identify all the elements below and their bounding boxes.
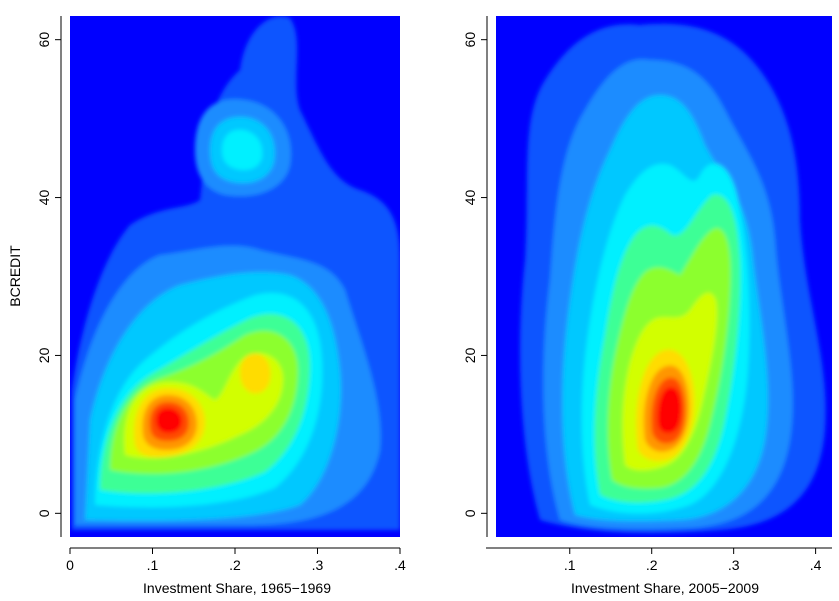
right-x-tick-label: .3 <box>728 557 740 573</box>
right-density-contours <box>520 23 826 533</box>
left-contour-level-8b <box>240 353 271 394</box>
left-y-tick-label: 0 <box>36 509 52 517</box>
left-x-ticks: 0 .1 .2 .3 .4 <box>66 548 406 573</box>
left-y-ticks: 0 20 40 60 <box>36 32 61 517</box>
right-y-tick-label: 60 <box>462 32 478 48</box>
left-contour-level-4b <box>222 129 263 171</box>
right-x-ticks: .1 .2 .3 .4 <box>564 548 822 573</box>
right-x-tick-label: .1 <box>564 557 576 573</box>
left-x-tick-label: .1 <box>147 557 159 573</box>
left-y-tick-label: 60 <box>36 32 52 48</box>
right-y-tick-label: 0 <box>462 509 478 517</box>
left-x-axis-label: Investment Share, 1965−1969 <box>143 580 331 596</box>
left-x-tick-label: .4 <box>394 557 406 573</box>
right-chart: .1 .2 .3 .4 0 20 40 60 Investment Share, 2005−… <box>462 16 832 596</box>
right-y-tick-label: 20 <box>462 347 478 363</box>
left-y-tick-label: 40 <box>36 190 52 206</box>
right-x-axis-label: Investment Share, 2005−2009 <box>571 580 759 596</box>
left-y-axis-label: BCREDIT <box>7 245 23 307</box>
right-contour-level-11 <box>657 387 682 434</box>
right-y-ticks: 0 20 40 60 <box>462 32 487 517</box>
left-x-tick-label: .2 <box>229 557 241 573</box>
left-x-tick-label: 0 <box>66 557 74 573</box>
right-y-tick-label: 40 <box>462 190 478 206</box>
right-x-tick-label: .2 <box>646 557 658 573</box>
right-x-tick-label: .4 <box>810 557 822 573</box>
left-density-contours <box>72 16 400 530</box>
left-chart: 0 .1 .2 .3 .4 0 20 40 60 Investment Share, 1965… <box>7 16 406 596</box>
left-x-tick-label: .3 <box>312 557 324 573</box>
left-y-tick-label: 20 <box>36 347 52 363</box>
left-contour-level-11 <box>155 408 182 433</box>
